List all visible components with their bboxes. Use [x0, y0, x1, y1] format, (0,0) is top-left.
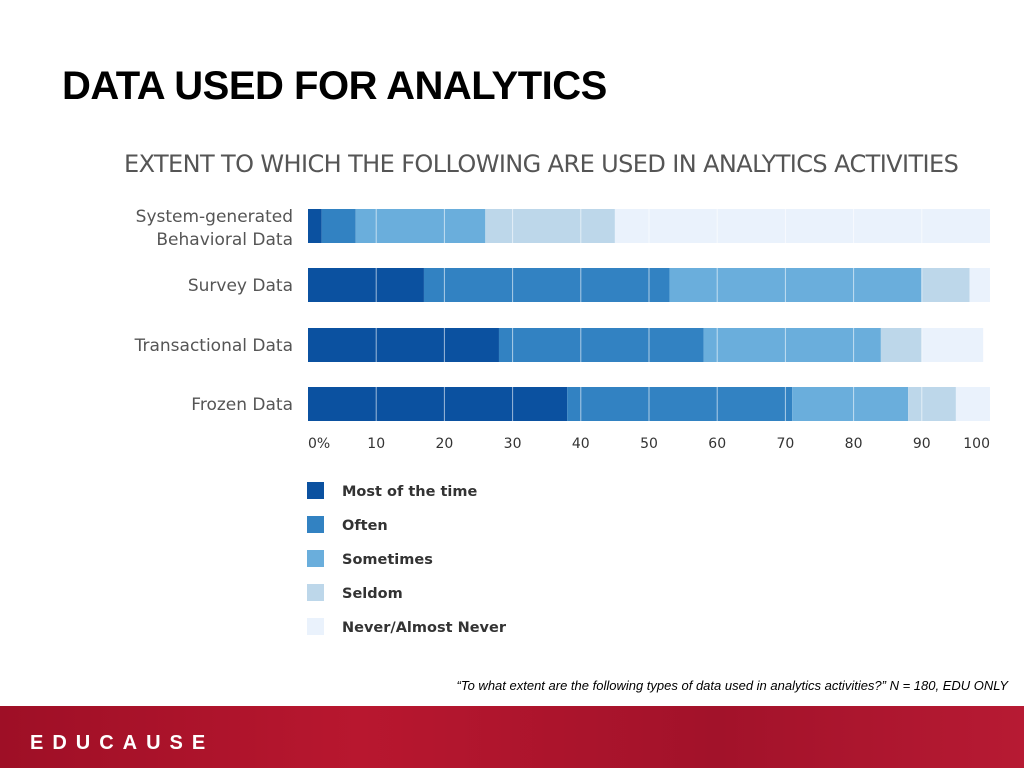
legend-swatch: [307, 482, 324, 499]
category-label: Transactional Data: [134, 336, 293, 356]
x-tick-label: 90: [913, 436, 931, 452]
bar-segment-most-of-the-time: [308, 387, 568, 421]
bar-segment-most-of-the-time: [308, 328, 499, 362]
bar-segment-never-almost-never: [969, 268, 990, 302]
footer-bar: EDUCAUSE: [0, 706, 1024, 768]
bar-segment-never-almost-never: [614, 209, 990, 243]
x-tick-label: 30: [504, 436, 522, 452]
category-label: Behavioral Data: [156, 230, 293, 250]
bar-segment-sometimes: [355, 209, 486, 243]
legend-swatch: [307, 584, 324, 601]
x-tick-label: 80: [845, 436, 863, 452]
bar-segment-seldom: [485, 209, 615, 243]
legend-swatch: [307, 550, 324, 567]
x-tick-label: 50: [640, 436, 658, 452]
bar-segment-never-almost-never: [955, 387, 990, 421]
legend-label: Often: [342, 518, 388, 534]
x-tick-label: 0%: [308, 436, 330, 452]
legend-label: Most of the time: [342, 484, 477, 500]
bar-segment-often: [321, 209, 356, 243]
educause-logo: EDUCAUSE: [30, 732, 215, 754]
bar-segment-never-almost-never: [921, 328, 984, 362]
bar-segment-most-of-the-time: [308, 209, 322, 243]
legend-swatch: [307, 516, 324, 533]
x-tick-label: 60: [708, 436, 726, 452]
stacked-bar-chart: System-generated Behavioral Data Survey Da…: [134, 207, 990, 636]
bar-segment-often: [567, 387, 793, 421]
x-tick-label: 70: [776, 436, 794, 452]
chart-title: EXTENT TO WHICH THE FOLLOWING ARE USED I…: [124, 150, 959, 178]
x-tick-label: 20: [435, 436, 453, 452]
bar-segment-seldom: [880, 328, 922, 362]
legend-label: Never/Almost Never: [342, 620, 507, 636]
legend-label: Seldom: [342, 586, 403, 602]
legend-swatch: [307, 618, 324, 635]
survey-footnote: “To what extent are the following types …: [456, 678, 1008, 693]
x-tick-label: 100: [963, 436, 990, 452]
bar-segment-sometimes: [703, 328, 881, 362]
category-label: Survey Data: [188, 276, 293, 296]
legend-label: Sometimes: [342, 552, 433, 568]
bar-segment-seldom: [921, 268, 970, 302]
bar-segment-sometimes: [669, 268, 922, 302]
bar-segment-often: [498, 328, 704, 362]
slide-title: DATA USED FOR ANALYTICS: [62, 64, 607, 108]
bar-segment-most-of-the-time: [308, 268, 424, 302]
bar-segment-often: [423, 268, 670, 302]
category-label: System-generated: [136, 207, 293, 227]
bar-segment-seldom: [908, 387, 956, 421]
x-tick-label: 10: [367, 436, 385, 452]
category-label: Frozen Data: [191, 395, 293, 415]
x-tick-label: 40: [572, 436, 590, 452]
bar-segment-sometimes: [792, 387, 909, 421]
